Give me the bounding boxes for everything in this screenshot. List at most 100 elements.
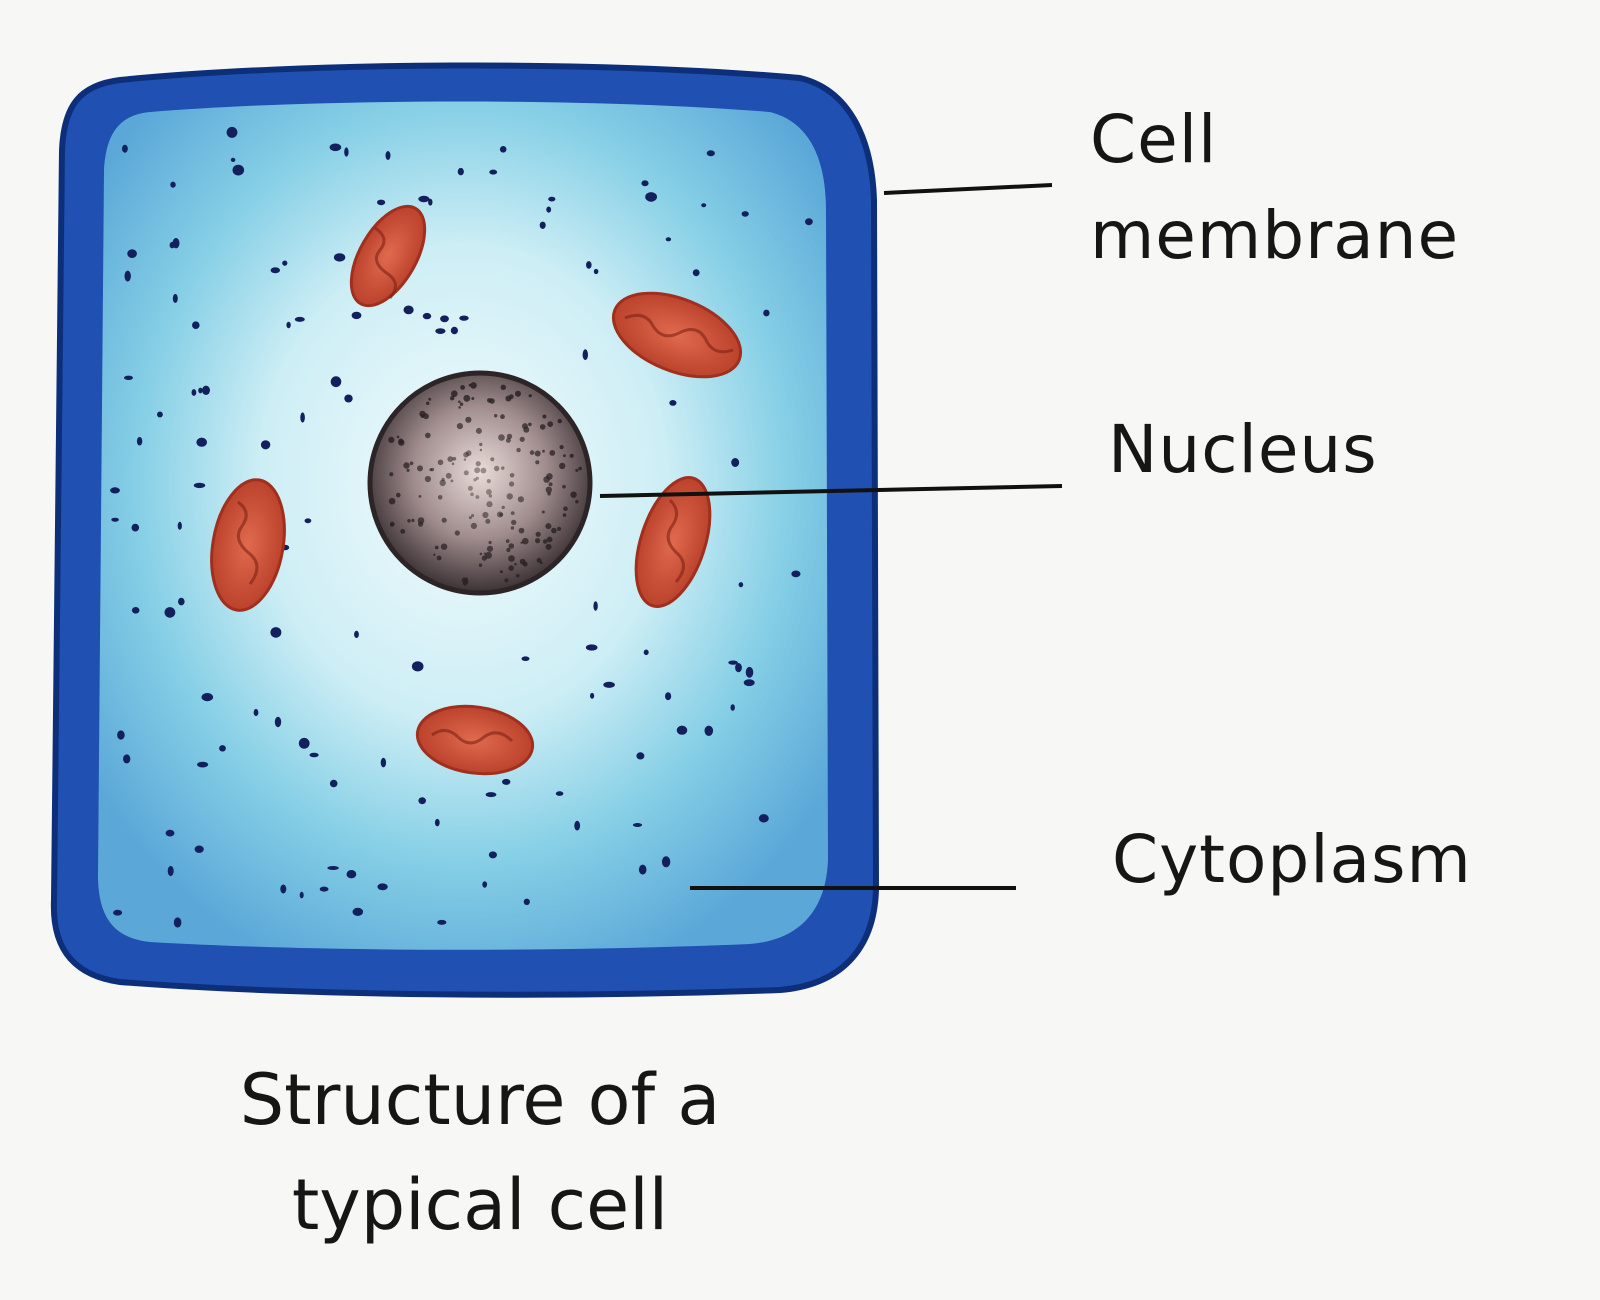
granule	[131, 607, 140, 614]
granule	[791, 570, 801, 578]
granule	[230, 157, 236, 162]
granule	[692, 269, 700, 277]
nucleus-label: Nucleus	[1108, 411, 1378, 488]
granule	[127, 249, 137, 258]
chromatin-dot	[509, 473, 515, 478]
granule	[124, 375, 133, 380]
granule	[377, 199, 386, 206]
granule	[196, 437, 207, 447]
granule	[738, 582, 744, 588]
chromatin-dot	[409, 461, 414, 466]
chromatin-dot	[516, 447, 521, 453]
granule	[422, 312, 432, 320]
chromatin-dot	[468, 516, 472, 520]
chromatin-dot	[436, 555, 442, 561]
granule	[435, 328, 446, 334]
granule	[585, 644, 598, 651]
organelle-1	[349, 204, 427, 308]
chromatin-dot	[499, 570, 503, 574]
granule	[758, 814, 769, 823]
granule	[730, 704, 735, 711]
chromatin-dot	[510, 526, 515, 530]
chromatin-dot	[508, 394, 514, 400]
chromatin-dot	[501, 466, 505, 470]
granule	[117, 730, 125, 740]
chromatin-dot	[485, 551, 492, 559]
granule	[385, 151, 391, 160]
chromatin-dot	[433, 553, 436, 556]
chromatin-dot	[390, 523, 394, 527]
chromatin-dot	[450, 396, 455, 401]
granule	[704, 725, 714, 736]
chromatin-dot	[407, 519, 411, 523]
granule	[645, 192, 657, 202]
chromatin-dot	[474, 467, 481, 474]
nucleus	[367, 370, 593, 596]
cytoplasm-granules	[110, 126, 813, 928]
granule	[636, 752, 645, 760]
granule	[136, 436, 143, 446]
granule	[298, 737, 310, 749]
chromatin-dot	[459, 402, 464, 406]
chromatin-dot	[463, 458, 467, 461]
membrane-leader-line	[883, 183, 1053, 195]
granule	[539, 221, 546, 229]
granule	[354, 630, 359, 639]
chromatin-dot	[535, 460, 540, 465]
granule	[643, 649, 649, 656]
granule	[377, 883, 388, 891]
granule	[329, 779, 338, 788]
chromatin-dot	[400, 529, 406, 534]
chromatin-dot	[403, 462, 410, 469]
granule	[482, 881, 488, 888]
chromatin-dot	[511, 519, 517, 526]
granule	[763, 309, 770, 317]
granule	[403, 305, 414, 315]
chromatin-dot	[463, 470, 469, 476]
chromatin-dot	[426, 401, 430, 405]
chromatin-dot	[505, 437, 511, 443]
chromatin-dot	[548, 482, 553, 487]
chromatin-dot	[535, 538, 541, 544]
granule	[198, 387, 203, 394]
granule	[488, 851, 497, 859]
chromatin-dot	[488, 540, 492, 545]
granule	[191, 389, 197, 396]
chromatin-dot	[559, 462, 566, 470]
granule	[232, 164, 245, 176]
granule	[192, 321, 200, 330]
chromatin-dot	[451, 462, 455, 466]
chromatin-dot	[508, 543, 515, 549]
granule	[665, 692, 672, 701]
chromatin-dot	[388, 436, 395, 443]
granule	[164, 607, 176, 618]
chromatin-dot	[506, 547, 511, 553]
chromatin-dot	[514, 562, 517, 566]
chromatin-dot	[508, 555, 515, 562]
chromatin-dot	[429, 468, 433, 472]
granule	[741, 211, 749, 217]
chromatin-dot	[475, 476, 479, 480]
chromatin-dot	[441, 477, 445, 482]
granule	[201, 693, 214, 702]
nucleus-leader-line	[599, 484, 1063, 498]
granule	[638, 864, 647, 875]
chromatin-dot	[445, 472, 452, 479]
granule	[165, 829, 175, 837]
chromatin-dot	[464, 577, 468, 581]
granule	[499, 146, 507, 153]
chromatin-dot	[479, 448, 483, 452]
chromatin-dot	[547, 421, 554, 427]
chromatin-dot	[545, 486, 552, 493]
granule	[202, 385, 210, 395]
chromatin-dot	[545, 543, 552, 550]
chromatin-dot	[396, 435, 400, 439]
granule	[546, 206, 552, 213]
chromatin-dot	[475, 461, 481, 467]
chromatin-dot	[505, 539, 510, 543]
caption-line-2: typical cell	[291, 1164, 669, 1246]
granule	[665, 237, 672, 242]
chromatin-dot	[534, 450, 541, 457]
chromatin-dot	[437, 459, 444, 466]
